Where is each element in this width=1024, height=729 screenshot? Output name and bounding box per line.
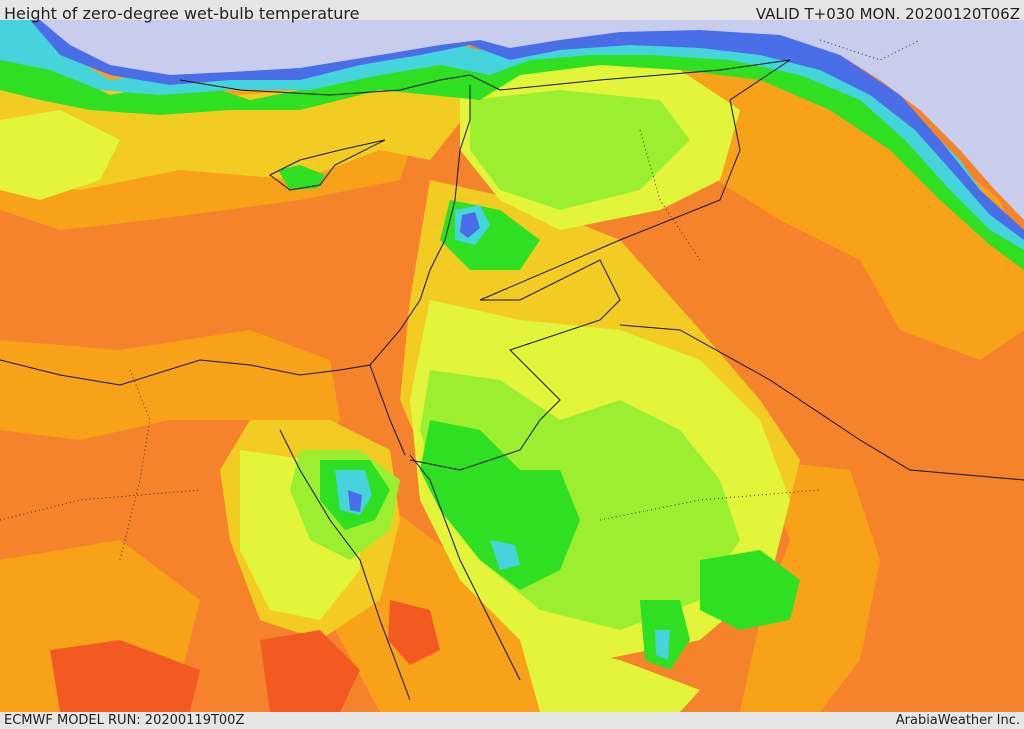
egypt-coastline [0, 85, 471, 386]
orange-area-iraq [640, 60, 1024, 360]
admin-boundary-iraq [639, 129, 701, 261]
sinai-border [369, 364, 406, 456]
jordan-saudi-border [409, 259, 621, 471]
cyan-area-hejaz [490, 540, 520, 570]
blue-area-lebanon [460, 212, 480, 238]
yellow-green-area-north [0, 110, 120, 200]
header-bar: Height of zero-degree wet-bulb temperatu… [0, 0, 1024, 23]
iraq-saudi-border [619, 324, 1024, 481]
orange-area-arabia-east [740, 460, 880, 712]
red-sea-east-coast [409, 454, 521, 681]
mediterranean-coast-north [179, 59, 791, 96]
blue-area-sinai [348, 490, 362, 512]
red-sea-west-coast [279, 429, 411, 701]
red-orange-area-sudan [50, 640, 200, 712]
cyprus-outline [269, 139, 386, 191]
orange-area-egypt [0, 330, 340, 470]
valid-time: VALID T+030 MON. 20200120T06Z [755, 5, 1020, 23]
green-area-saudi [700, 550, 800, 630]
sea-north [40, 20, 1024, 220]
red-orange-area-arabia [388, 600, 440, 665]
cyan-area-asir [655, 630, 670, 660]
light-green-area-syria [470, 90, 690, 210]
red-orange-area-red-sea [260, 630, 360, 712]
admin-boundaries [0, 39, 921, 561]
blue-area-north-coast [30, 20, 1024, 240]
green-area-jordan [420, 420, 580, 590]
model-run: ECMWF MODEL RUN: 20200119T00Z [4, 713, 245, 728]
weather-map[interactable] [0, 20, 1024, 712]
footer-bar: ECMWF MODEL RUN: 20200119T00Z ArabiaWeat… [0, 712, 1024, 729]
yellow-green-area-south [520, 640, 700, 712]
admin-boundary-egypt [119, 369, 151, 561]
green-area-cyprus [278, 165, 325, 190]
syria-iraq-border [479, 59, 791, 301]
map-title: Height of zero-degree wet-bulb temperatu… [4, 4, 360, 23]
credit-text: ArabiaWeather Inc. [895, 713, 1020, 728]
map-canvas [0, 20, 1024, 712]
country-borders [0, 59, 1024, 701]
